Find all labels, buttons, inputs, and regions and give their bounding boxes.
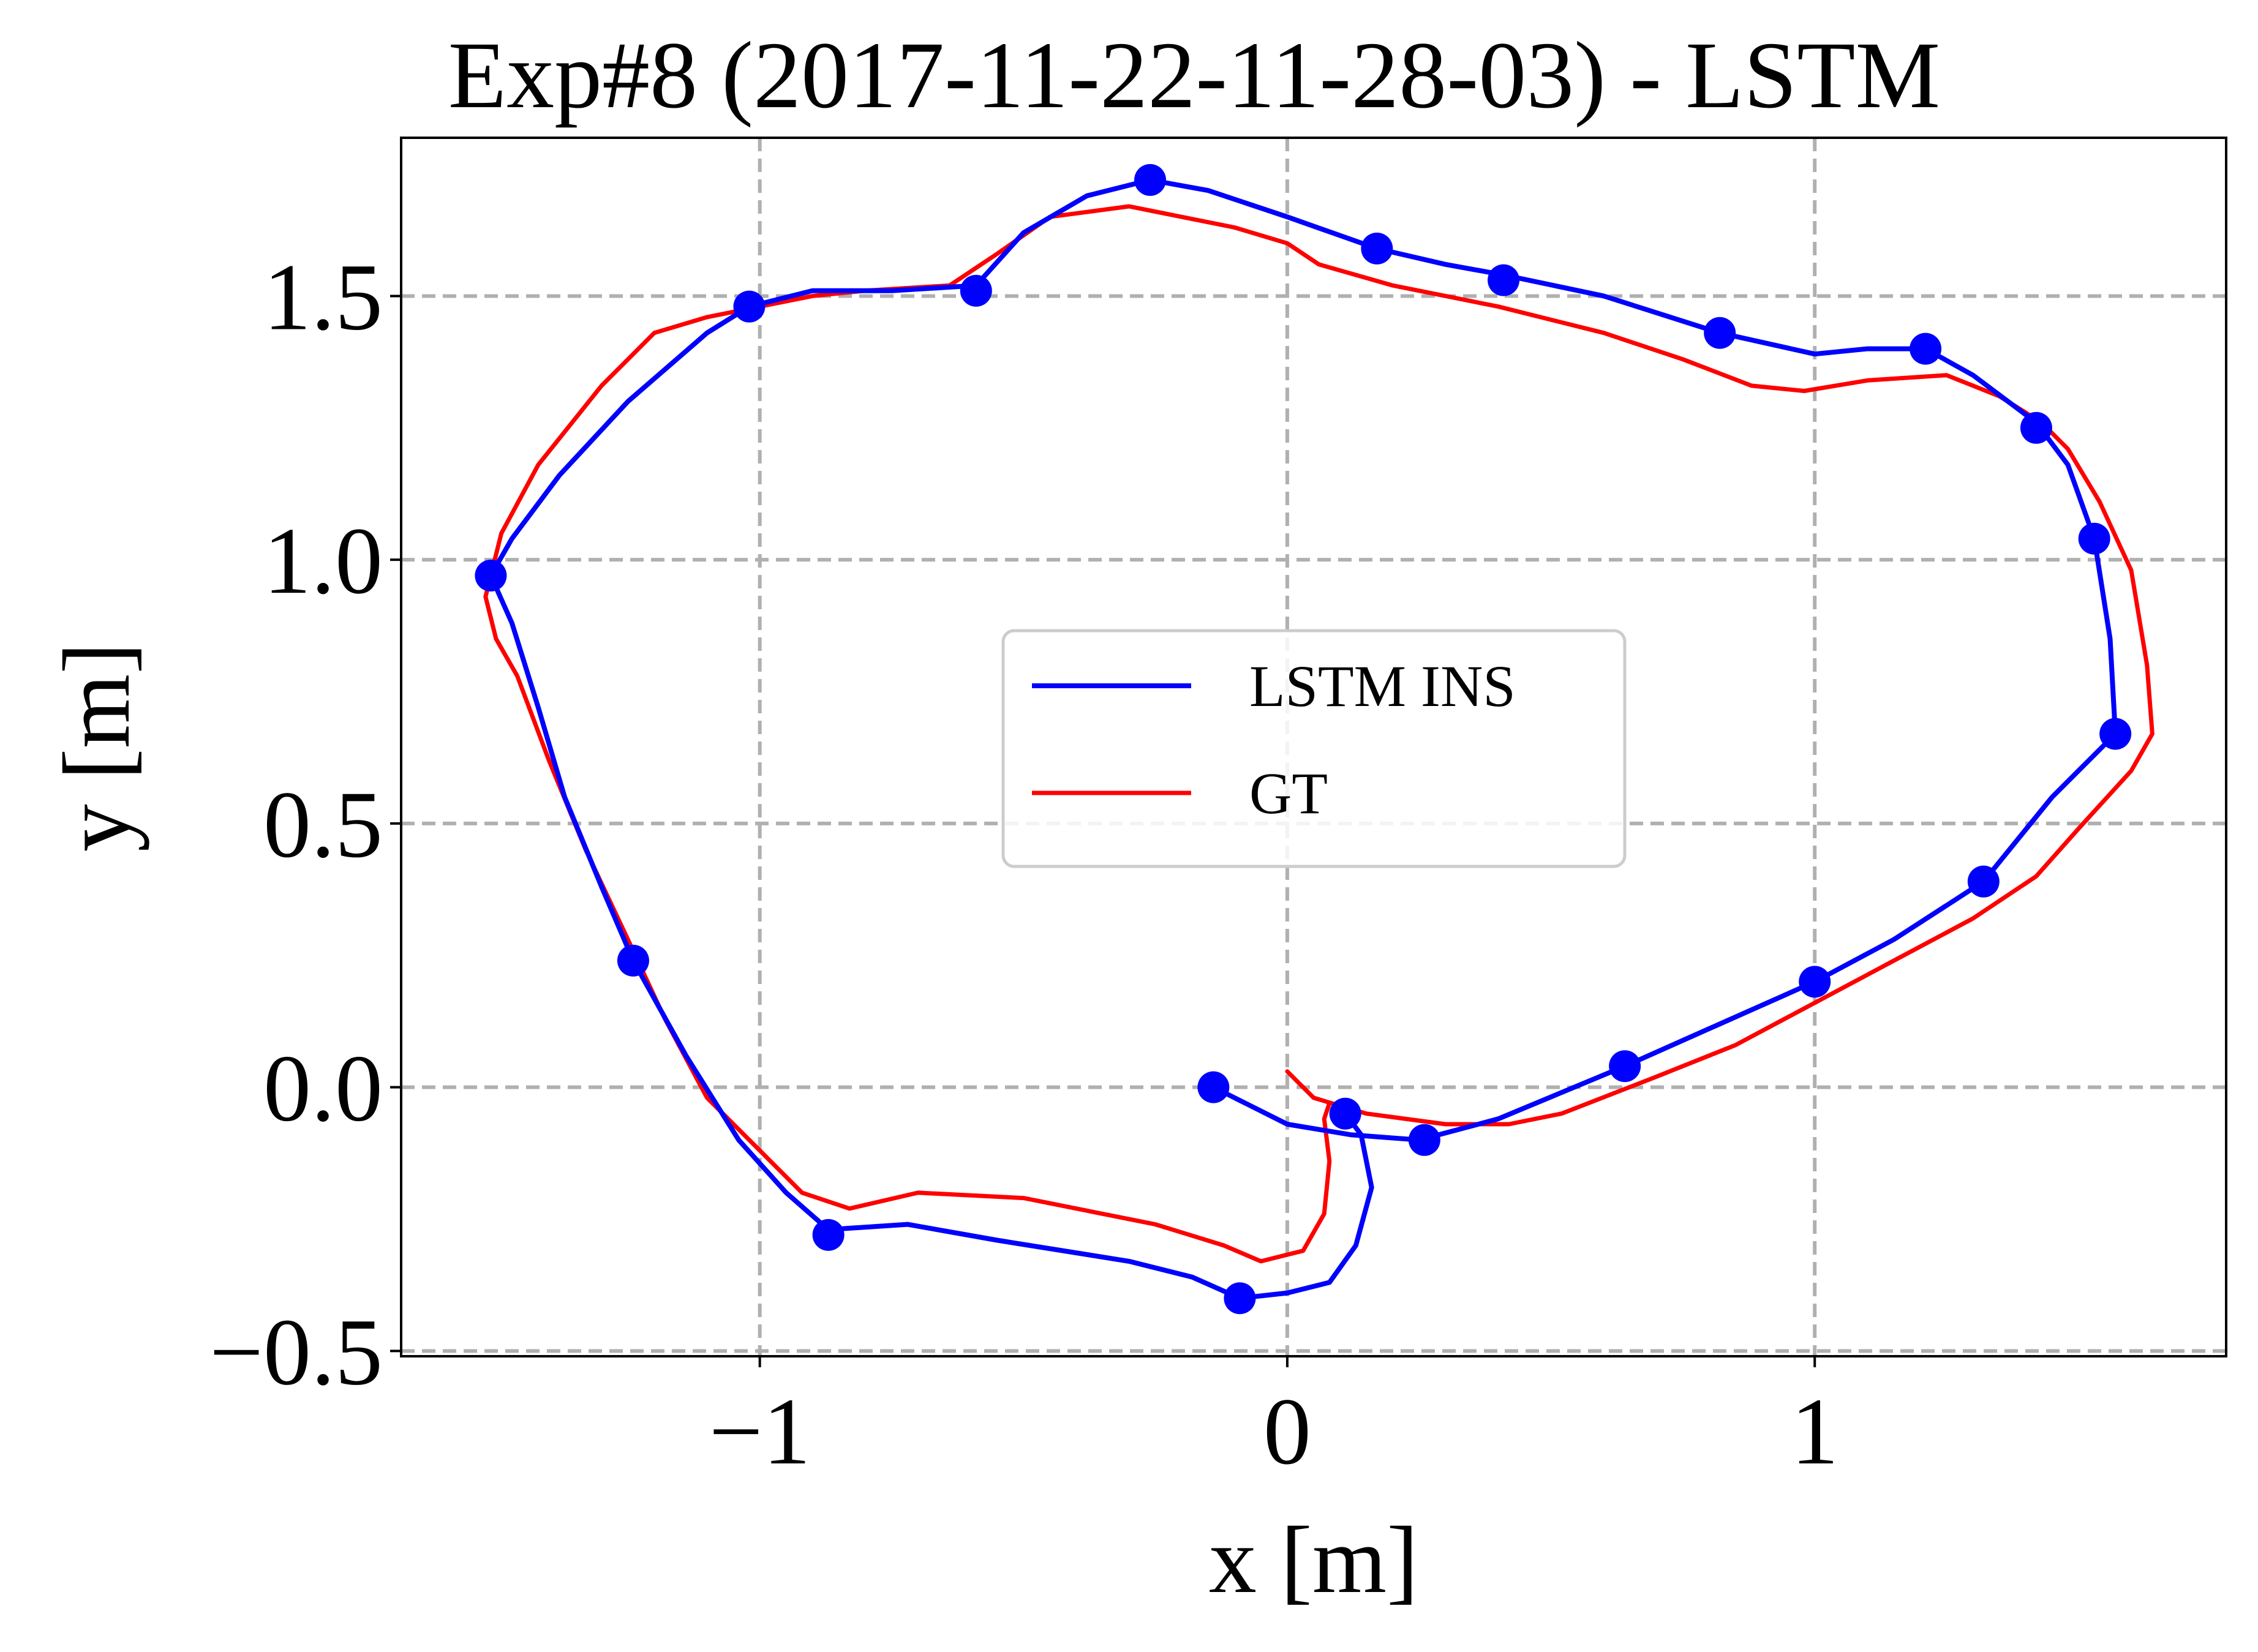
lstm-ins-marker-9	[1910, 332, 1942, 365]
lstm-ins-marker-19	[1224, 1282, 1256, 1315]
lstm-ins-marker-14	[960, 274, 992, 307]
lstm-ins-marker-18	[812, 1218, 845, 1251]
x-axis-ticks: −1 0 1	[709, 1356, 1838, 1484]
x-axis-label: x [m]	[1209, 1507, 1418, 1613]
y-axis-label: y [m]	[43, 642, 149, 852]
y-tick-label-0: −0.5	[209, 1299, 383, 1405]
lstm-ins-marker-10	[1704, 317, 1736, 349]
lstm-ins-markers	[475, 163, 2132, 1315]
y-tick-label-2: 0.5	[263, 772, 383, 877]
lstm-ins-marker-1	[1329, 1097, 1361, 1130]
legend: LSTM INS GT	[1001, 629, 1627, 868]
lstm-ins-marker-11	[1488, 264, 1520, 296]
y-tick-label-1: 0.0	[263, 1035, 383, 1141]
plot-frame	[400, 137, 2227, 1357]
lstm-ins-marker-15	[733, 290, 766, 323]
x-tick-label-1: 0	[1263, 1378, 1311, 1484]
lstm-ins-marker-17	[617, 944, 649, 977]
lstm-ins-marker-4	[1799, 966, 1831, 998]
lstm-ins-marker-2	[1408, 1124, 1440, 1156]
plot-area	[400, 137, 2227, 1357]
lstm-ins-marker-12	[1361, 232, 1393, 265]
legend-box	[1001, 629, 1627, 868]
lstm-ins-marker-13	[1134, 163, 1167, 196]
lstm-ins-marker-5	[1967, 865, 2000, 898]
y-tick-label-4: 1.5	[263, 244, 383, 350]
lstm-ins-marker-8	[2020, 411, 2052, 444]
y-axis-ticks: −0.5 0.0 0.5 1.0 1.5	[209, 244, 401, 1405]
legend-label-lstm-ins: LSTM INS	[1249, 653, 1516, 719]
gt-series-line	[483, 204, 2155, 1264]
chart-title: Exp#8 (2017-11-22-11-28-03) - LSTM	[448, 22, 1940, 128]
legend-label-gt: GT	[1249, 760, 1328, 826]
lstm-ins-marker-7	[2078, 522, 2110, 555]
lstm-ins-series-line	[488, 177, 2118, 1301]
y-tick-label-3: 1.0	[263, 508, 383, 614]
lstm-ins-marker-16	[475, 560, 507, 592]
x-tick-label-2: 1	[1791, 1378, 1838, 1484]
lstm-ins-marker-6	[2099, 718, 2132, 750]
x-tick-label-0: −1	[709, 1378, 811, 1484]
lstm-ins-marker-3	[1609, 1050, 1641, 1083]
lstm-ins-marker-0	[1197, 1071, 1230, 1103]
